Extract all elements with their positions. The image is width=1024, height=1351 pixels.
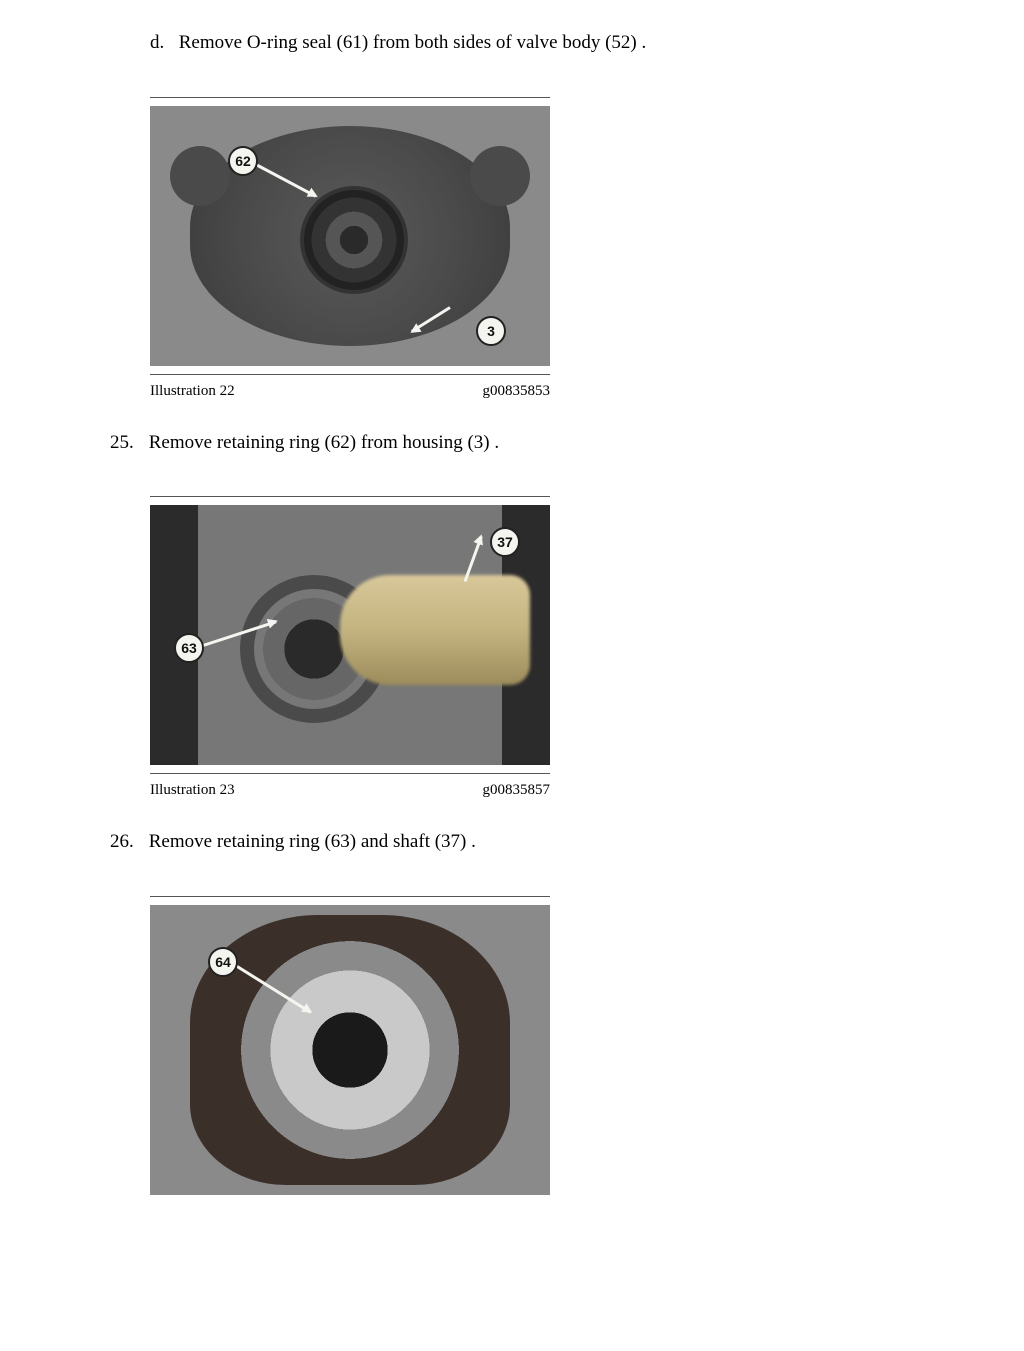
step-text: Remove retaining ring (62) from housing … xyxy=(149,432,499,453)
substep-text: Remove O-ring seal (61) from both sides … xyxy=(179,32,647,53)
figure-23-image: 37 63 xyxy=(150,505,550,765)
figure-rule xyxy=(150,97,550,98)
figure-24-image: 64 xyxy=(150,905,550,1195)
illustration-label: Illustration 22 xyxy=(150,383,235,400)
callout-62: 62 xyxy=(228,146,258,176)
figure-rule xyxy=(150,496,550,497)
callout-63: 63 xyxy=(174,633,204,663)
step-number: 25. xyxy=(110,430,144,457)
substep-d: d. Remove O-ring seal (61) from both sid… xyxy=(150,30,954,57)
step-text: Remove retaining ring (63) and shaft (37… xyxy=(149,831,476,852)
callout-64: 64 xyxy=(208,947,238,977)
figure-rule xyxy=(150,374,550,375)
page: d. Remove O-ring seal (61) from both sid… xyxy=(0,0,1024,1245)
figure-22-caption: Illustration 22 g00835853 xyxy=(150,383,550,400)
callout-3: 3 xyxy=(476,316,506,346)
figure-rule xyxy=(150,773,550,774)
bore-shape xyxy=(190,915,510,1185)
figure-23-block: 37 63 Illustration 23 g00835857 xyxy=(150,496,550,799)
illustration-code: g00835857 xyxy=(483,782,551,799)
shaft-shape xyxy=(340,575,530,685)
figure-22-image: 62 3 xyxy=(150,106,550,366)
figure-23-caption: Illustration 23 g00835857 xyxy=(150,782,550,799)
callout-37: 37 xyxy=(490,527,520,557)
substep-letter: d. xyxy=(150,30,174,57)
illustration-label: Illustration 23 xyxy=(150,782,235,799)
step-26: 26. Remove retaining ring (63) and shaft… xyxy=(110,829,954,856)
figure-22-block: 62 3 Illustration 22 g00835853 xyxy=(150,97,550,400)
illustration-code: g00835853 xyxy=(483,383,551,400)
step-number: 26. xyxy=(110,829,144,856)
figure-rule xyxy=(150,896,550,897)
step-25: 25. Remove retaining ring (62) from hous… xyxy=(110,430,954,457)
hub-shape xyxy=(300,186,408,294)
figure-24-block: 64 xyxy=(150,896,550,1195)
